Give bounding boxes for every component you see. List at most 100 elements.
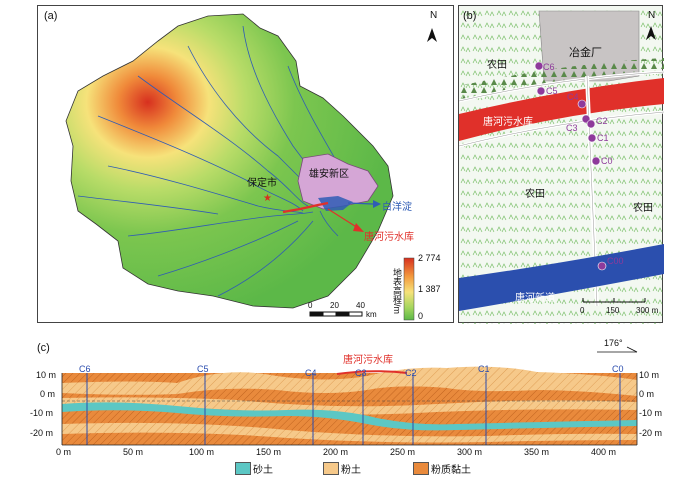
x-tick-300: 300 m	[457, 447, 483, 457]
y-tick-right-neg10: -10 m	[639, 408, 663, 418]
scale-tick-0: 0	[308, 301, 313, 310]
tanghe-arrow	[327, 208, 359, 229]
well-c6	[534, 61, 544, 71]
panel-c-cross-section: (c) 唐河污水库 176° C6 C5 C4 C3 C2 C1 C0 10 m…	[30, 338, 663, 479]
tanghe-canal	[459, 244, 664, 311]
site-map-svg	[458, 6, 665, 324]
xiongan-area	[297, 153, 379, 210]
scale-b-tick-300: 300 m	[636, 306, 659, 315]
farmland-east-label: 农田	[633, 203, 653, 214]
layer-sand	[62, 402, 637, 431]
well-c4	[577, 99, 587, 109]
y-tick-right-0: 0 m	[639, 389, 655, 399]
y-tick-right-10: 10 m	[639, 370, 660, 380]
well-c5-label: C5	[546, 86, 558, 96]
well-c00	[597, 261, 607, 271]
x-tick-100: 100 m	[189, 447, 215, 457]
baoding-label: 保定市	[247, 178, 277, 189]
tanghe-reservoir-line	[336, 370, 408, 375]
well-c1	[587, 133, 597, 143]
layer-silt-top	[62, 366, 637, 396]
north-arrow-icon	[427, 28, 437, 42]
scale-tick-40: 40	[356, 301, 365, 310]
well-c0-label: C0	[601, 156, 613, 166]
well-c4-label: C4	[567, 92, 579, 102]
well-c2-label: C2	[596, 116, 608, 126]
section-well-c5: C5	[197, 364, 209, 374]
legend-silt-label: 粉土	[341, 465, 361, 476]
tree-belt-north	[459, 58, 664, 101]
baiyangdian-label: 白洋淀	[382, 202, 412, 213]
y-tick-0: 0 m	[40, 389, 56, 399]
section-well-c4: C4	[305, 368, 317, 378]
well-c0	[591, 156, 601, 166]
panel-b-site-map: (b) N 冶金厂 农田 农田 农田 唐河污水库 唐河新道 C6 C5 C4 C…	[458, 5, 665, 324]
y-tick-neg10: -10 m	[30, 408, 54, 418]
elevation-legend-bar	[403, 257, 415, 321]
panel-a-north-label: N	[430, 10, 438, 21]
well-c6-label: C6	[543, 62, 555, 72]
x-tick-250: 250 m	[390, 447, 416, 457]
bearing-label: 176°	[604, 338, 623, 348]
canal-label: 唐河新道	[515, 293, 555, 304]
legend-silty-clay-label: 粉质黏土	[431, 465, 471, 476]
baiyangdian-arrow	[347, 202, 374, 205]
tanghe-label: 唐河污水库	[364, 232, 414, 243]
well-c00-label: C00	[607, 256, 624, 266]
elevation-legend-title: 地表高程/m	[392, 268, 402, 314]
north-arrow-b-icon	[646, 26, 656, 40]
basin-outline	[65, 13, 394, 309]
elevation-legend-max: 2 774	[418, 253, 441, 263]
legend-sand-label: 砂土	[253, 465, 273, 476]
panel-a-elevation-map: ★ (a) N 保定市 雄安新区 白洋淀 唐河污水库 地表高程/m 2 774 …	[37, 5, 454, 323]
y-tick-right-neg20: -20 m	[639, 428, 663, 438]
x-tick-200: 200 m	[323, 447, 349, 457]
well-c2	[586, 119, 596, 129]
farmland-nw-label: 农田	[487, 60, 507, 71]
tanghe-reservoir-band	[459, 78, 664, 141]
section-well-c0: C0	[612, 364, 624, 374]
section-well-c2: C2	[405, 368, 417, 378]
well-c1-label: C1	[597, 133, 609, 143]
legend-sand-swatch	[235, 462, 251, 475]
reservoir-label: 唐河污水库	[483, 117, 533, 128]
legend-silt-swatch	[323, 462, 339, 475]
bearing-arrow-icon	[597, 346, 638, 353]
elevation-map-svg: ★	[65, 13, 437, 321]
panel-c-label: (c)	[37, 342, 50, 354]
scale-bar-b	[582, 298, 646, 303]
x-tick-350: 350 m	[524, 447, 550, 457]
panel-b-north-label: N	[648, 10, 656, 21]
scale-tick-20: 20	[330, 301, 339, 310]
y-tick-neg20: -20 m	[30, 428, 54, 438]
section-title: 唐河污水库	[343, 355, 393, 366]
x-tick-400: 400 m	[591, 447, 617, 457]
factory-label: 冶金厂	[569, 47, 602, 59]
legend-silty-clay-swatch	[413, 462, 429, 475]
farmland-central-label: 农田	[525, 189, 545, 200]
x-tick-0: 0 m	[56, 447, 72, 457]
baoding-star-icon: ★	[263, 193, 272, 204]
x-tick-150: 150 m	[256, 447, 282, 457]
section-well-c1: C1	[478, 364, 490, 374]
section-well-lines	[86, 373, 621, 445]
xiongan-label: 雄安新区	[309, 169, 349, 180]
panel-b-label: (b)	[463, 10, 477, 22]
well-c5	[536, 86, 546, 96]
layer-silt-low	[62, 422, 637, 443]
x-tick-50: 50 m	[123, 447, 144, 457]
baiyangdian-lake	[318, 196, 353, 211]
well-c3-label: C3	[566, 123, 578, 133]
scale-unit: km	[366, 310, 377, 319]
scale-b-tick-0: 0	[580, 306, 585, 315]
elevation-legend-mid: 1 387	[418, 284, 441, 294]
y-tick-10: 10 m	[36, 370, 57, 380]
well-markers	[534, 61, 607, 271]
panel-a-label: (a)	[44, 10, 58, 22]
cross-section-svg	[61, 346, 638, 446]
scale-bar	[309, 311, 363, 317]
section-well-c3: C3	[355, 368, 367, 378]
layer-silt-mid	[62, 397, 637, 415]
section-well-c6: C6	[79, 364, 91, 374]
tanghe-reservoir	[282, 201, 329, 214]
